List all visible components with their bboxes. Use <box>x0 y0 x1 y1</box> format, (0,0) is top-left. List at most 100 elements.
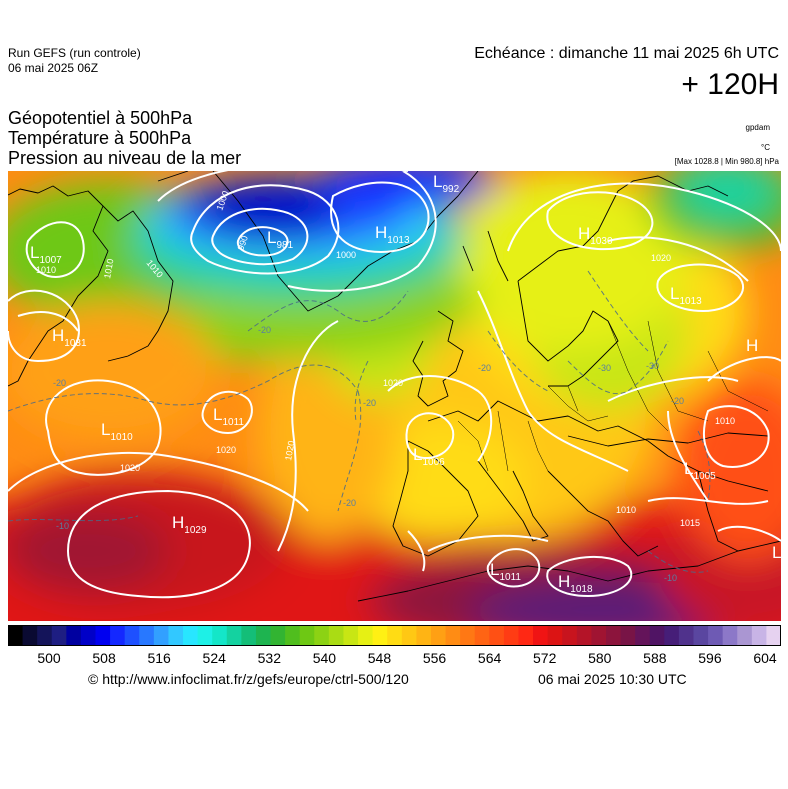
colorbar-swatch <box>489 625 505 646</box>
isobar-labels: 1000 990 1000 1010 1010 1020 1020 1020 1… <box>36 189 735 528</box>
colorbar-swatch <box>766 625 781 646</box>
colorbar-swatch <box>372 625 388 646</box>
colorbar-swatch <box>270 625 286 646</box>
isobar-label: 1010 <box>102 258 115 279</box>
isotherm-label: -20 <box>478 363 491 373</box>
isotherm-label: -10 <box>664 573 677 583</box>
colorbar-tick-label: 604 <box>753 650 777 666</box>
pressure-system-low: L1005 <box>684 459 716 482</box>
isotherms <box>8 270 711 573</box>
geopotential-field <box>8 171 781 621</box>
colorbar-swatch <box>183 625 199 646</box>
isobars <box>8 171 781 599</box>
colorbar-swatch <box>197 625 213 646</box>
pressure-systems: L992 L981 H1013 L1007 H1031 L1010 L1011 … <box>30 172 781 595</box>
geopotential-colorbar <box>8 625 781 646</box>
colorbar-swatch <box>445 625 461 646</box>
colorbar-swatch <box>737 625 753 646</box>
colorbar-swatch <box>80 625 97 646</box>
pressure-system-high: H1029 <box>172 513 207 536</box>
isotherm-label: -30 <box>598 363 611 373</box>
isobar-label: 1000 <box>336 250 356 260</box>
colorbar-swatch <box>547 625 563 646</box>
colorbar-swatch <box>241 625 257 646</box>
colorbar-tick-label: 596 <box>698 650 722 666</box>
pressure-system-low: L992 <box>433 172 460 195</box>
colorbar-swatch <box>591 625 607 646</box>
isobar-label: 1020 <box>216 445 236 455</box>
colorbar-swatch <box>343 625 359 646</box>
colorbar-tick-label: 556 <box>422 650 447 666</box>
colorbar-tick-label: 548 <box>367 650 392 666</box>
colorbar-swatch <box>460 625 476 646</box>
pressure-system-high: H1018 <box>558 572 593 595</box>
pressure-system-low: L1006 <box>413 445 445 468</box>
colorbar-swatch <box>51 625 67 646</box>
isotherm-label: -20 <box>258 325 271 335</box>
colorbar-swatch <box>22 625 38 646</box>
colorbar-swatch <box>562 625 578 646</box>
isotherm-label: -20 <box>671 396 684 406</box>
colorbar-swatch <box>358 625 374 646</box>
generated-date: 06 mai 2025 10:30 UTC <box>538 671 687 687</box>
isobar-label: 1020 <box>383 378 403 388</box>
colorbar-swatch <box>620 625 636 646</box>
isotherm-label: -10 <box>56 521 69 531</box>
colorbar-tick-label: 588 <box>643 650 667 666</box>
colorbar-swatch <box>37 625 53 646</box>
colorbar-swatch <box>314 625 330 646</box>
colorbar-tick-label: 524 <box>202 650 226 666</box>
isotherm-label: -20 <box>363 398 376 408</box>
colorbar-tick-label: 508 <box>92 650 116 666</box>
colorbar-swatch <box>66 625 82 646</box>
run-date: 06 mai 2025 06Z <box>8 61 99 75</box>
colorbar-swatch <box>430 625 447 646</box>
isobar-label: 1015 <box>680 518 700 528</box>
layer-title-geopotential: Géopotentiel à 500hPa <box>8 108 193 128</box>
colorbar-swatch <box>605 625 622 646</box>
isotherm-label: -20 <box>343 498 356 508</box>
isotherm-label: -20 <box>53 378 66 388</box>
colorbar-swatch <box>387 625 403 646</box>
colorbar-swatch <box>649 625 665 646</box>
layer-title-pressure: Pression au niveau de la mer <box>8 148 242 168</box>
isobar-label: 1010 <box>616 505 636 515</box>
forecast-hour: + 120H <box>681 68 779 101</box>
pressure-system-low: L1007 <box>30 243 62 266</box>
isotherm-label: -30 <box>646 361 659 371</box>
isotherm-labels: -20 -20 -20 -20 -30 -30 -20 -20 -10 -10 <box>53 325 684 583</box>
colorbar-swatch <box>110 625 126 646</box>
colorbar-tick-label: 500 <box>37 650 61 666</box>
colorbar-swatch <box>226 625 242 646</box>
colorbar-swatch <box>401 625 417 646</box>
pressure-system-high: H1013 <box>375 223 410 246</box>
pressure-system-low: L1010 <box>101 420 133 443</box>
pressure-system-high: H <box>746 336 758 355</box>
pressure-stats: [Max 1028.8 | Min 980.8] hPa <box>674 157 779 166</box>
colorbar-swatch <box>503 625 520 646</box>
colorbar-swatch <box>299 625 315 646</box>
colorbar-swatch <box>212 625 228 646</box>
weather-map: 1000 990 1000 1010 1010 1020 1020 1020 1… <box>8 171 781 621</box>
run-name: Run GEFS (run controle) <box>8 46 141 60</box>
colorbar-tick-label: 532 <box>257 650 281 666</box>
unit-geopotential: gpdam <box>745 123 770 132</box>
colorbar-swatch <box>576 625 592 646</box>
pressure-system-low: L <box>772 543 781 562</box>
colorbar-swatch <box>139 625 155 646</box>
layer-title-temperature: Température à 500hPa <box>8 128 192 148</box>
isobar-label: 1010 <box>715 416 735 426</box>
colorbar-swatch <box>474 625 490 646</box>
colorbar-swatch <box>678 625 695 646</box>
colorbar-swatch <box>518 625 534 646</box>
isobar-label: 990 <box>235 234 250 252</box>
colorbar-swatch <box>285 625 301 646</box>
unit-temperature: °C <box>761 143 770 152</box>
colorbar-swatch <box>664 625 680 646</box>
colorbar-swatch <box>722 625 738 646</box>
colorbar-tick-label: 580 <box>588 650 612 666</box>
colorbar-swatch <box>533 625 549 646</box>
colorbar-tick-label: 540 <box>312 650 337 666</box>
isobar-label: 1020 <box>283 440 296 461</box>
colorbar-swatch <box>95 625 111 646</box>
